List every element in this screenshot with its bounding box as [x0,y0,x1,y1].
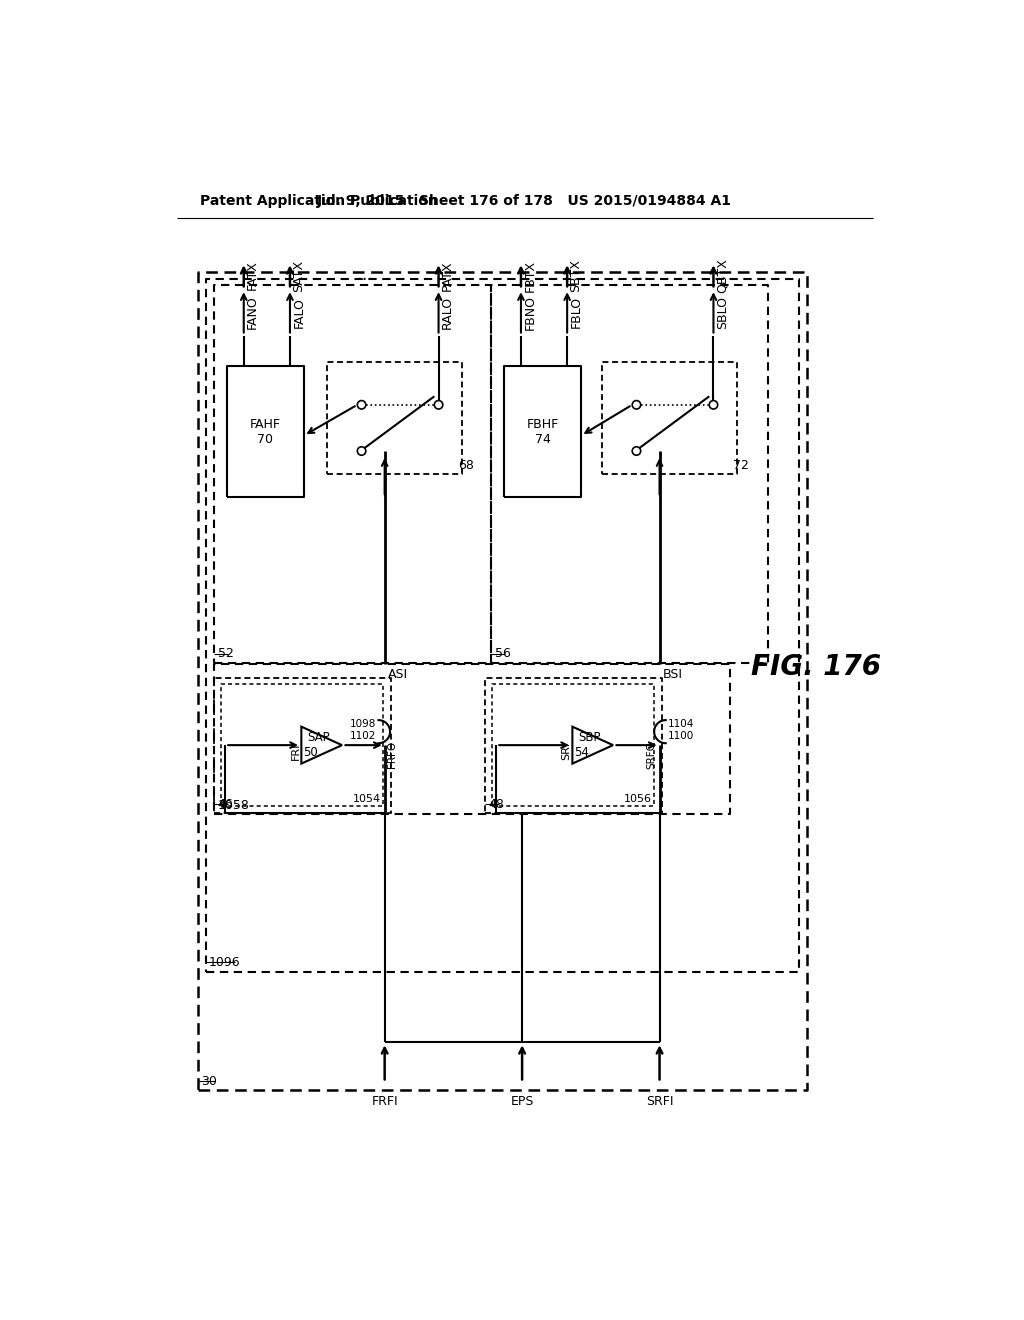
Circle shape [357,400,366,409]
Text: ...: ... [632,267,649,284]
Text: FAHF
70: FAHF 70 [250,417,281,446]
Text: RALO: RALO [441,296,454,329]
Text: 30: 30 [201,1074,216,1088]
Circle shape [710,400,718,409]
Text: FRFI: FRFI [372,1096,398,1109]
Text: SATX: SATX [292,259,305,292]
Text: 68: 68 [458,459,474,471]
Text: SRI: SRI [561,742,571,760]
Text: FRFO: FRFO [387,742,397,768]
Text: Patent Application Publication: Patent Application Publication [200,194,437,207]
Text: 46: 46 [217,797,233,810]
Text: FATX: FATX [246,260,259,290]
Text: SBTX: SBTX [569,259,583,292]
Text: 1100: 1100 [668,730,694,741]
Text: FALO: FALO [292,297,305,327]
Text: 72: 72 [733,459,749,471]
Text: SAP: SAP [307,731,330,744]
Text: 1102: 1102 [350,730,376,741]
Text: BSI: BSI [663,668,683,681]
Text: EPS: EPS [510,1096,534,1109]
Text: Jul. 9, 2015   Sheet 176 of 178   US 2015/0194884 A1: Jul. 9, 2015 Sheet 176 of 178 US 2015/01… [317,194,732,207]
Text: ASI: ASI [388,668,408,681]
Text: FANO: FANO [246,296,259,329]
Text: 56: 56 [495,647,511,660]
Circle shape [632,446,641,455]
Text: SBP: SBP [579,731,601,744]
Text: SBLO: SBLO [716,296,729,329]
Text: 54: 54 [574,746,590,759]
Text: QBTX: QBTX [716,257,729,293]
Text: PATX: PATX [441,260,454,290]
Circle shape [357,446,366,455]
Text: 1056: 1056 [624,793,652,804]
Text: 52: 52 [217,647,233,660]
Text: 48: 48 [488,797,505,810]
Text: FBLO: FBLO [569,296,583,329]
Text: 1096: 1096 [208,956,240,969]
Text: 1058: 1058 [217,799,250,812]
Text: FBHF
74: FBHF 74 [526,417,559,446]
Text: SRFO: SRFO [647,741,656,768]
Text: FRI: FRI [291,743,300,760]
Text: 1098: 1098 [350,719,376,729]
Text: ...: ... [355,267,373,284]
Circle shape [632,400,641,409]
Text: 50: 50 [303,746,318,759]
Text: FBNO: FBNO [523,294,537,330]
Text: FBTX: FBTX [523,259,537,292]
Text: SRFI: SRFI [646,1096,674,1109]
Text: FIG. 176: FIG. 176 [751,652,881,681]
Circle shape [434,400,442,409]
Text: 1104: 1104 [668,719,694,729]
Text: 1054: 1054 [352,793,381,804]
